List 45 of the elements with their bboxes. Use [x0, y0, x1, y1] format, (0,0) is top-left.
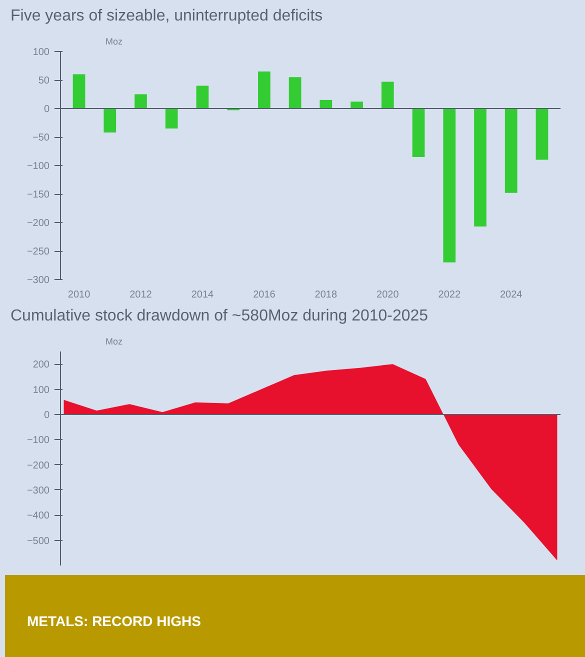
- x-tick-label: 2022: [438, 290, 461, 300]
- bar: [504, 108, 518, 193]
- y-tick-label: −200: [26, 218, 50, 229]
- y-tick-label: −500: [26, 536, 50, 547]
- bar: [104, 108, 116, 132]
- bar: [258, 71, 270, 108]
- y-axis-title: Moz: [106, 36, 123, 46]
- x-tick-label: 2018: [314, 290, 338, 300]
- y-tick-label: 0: [44, 410, 50, 421]
- bar: [72, 74, 86, 108]
- bar: [350, 102, 363, 108]
- y-tick-label: 0: [44, 104, 50, 115]
- y-tick-label: −150: [26, 190, 50, 200]
- chart-title: Cumulative stock drawdown of ~580Moz during 2010-2025: [10, 308, 428, 324]
- text: METALS: RECORD HIGHS: [27, 612, 201, 631]
- bar: [443, 108, 456, 262]
- x-tick-label: 2016: [253, 290, 276, 300]
- bar: [474, 108, 486, 226]
- y-tick-label: −400: [26, 510, 50, 522]
- x-tick-label: 2012: [130, 290, 152, 300]
- y-tick-label: −50: [32, 132, 50, 144]
- bar: [134, 94, 147, 108]
- y-tick-label: 50: [38, 76, 50, 86]
- y-tick-label: −300: [26, 275, 50, 286]
- bar: [196, 86, 209, 108]
- y-tick-label: 100: [32, 47, 50, 58]
- y-tick-label: −300: [26, 485, 50, 496]
- y-tick-label: 200: [32, 360, 50, 371]
- bar: [412, 108, 425, 157]
- bar: [381, 82, 394, 108]
- bar: [288, 77, 302, 108]
- x-tick-label: 2010: [68, 290, 91, 300]
- y-tick-label: −250: [26, 246, 50, 258]
- chart-title: Five years of sizeable, uninterrupted deficits: [10, 8, 323, 24]
- x-tick-label: 2014: [191, 290, 214, 300]
- bar: [536, 108, 548, 160]
- y-axis-title: Moz: [106, 336, 123, 346]
- bar: [320, 100, 332, 108]
- bar: [165, 108, 178, 128]
- y-tick-label: 100: [32, 384, 50, 396]
- x-tick-label: 2024: [500, 290, 523, 300]
- x-tick-label: 2020: [376, 290, 400, 300]
- y-tick-label: −100: [26, 435, 50, 446]
- y-tick-label: −100: [26, 161, 50, 172]
- y-tick-label: −200: [26, 460, 50, 472]
